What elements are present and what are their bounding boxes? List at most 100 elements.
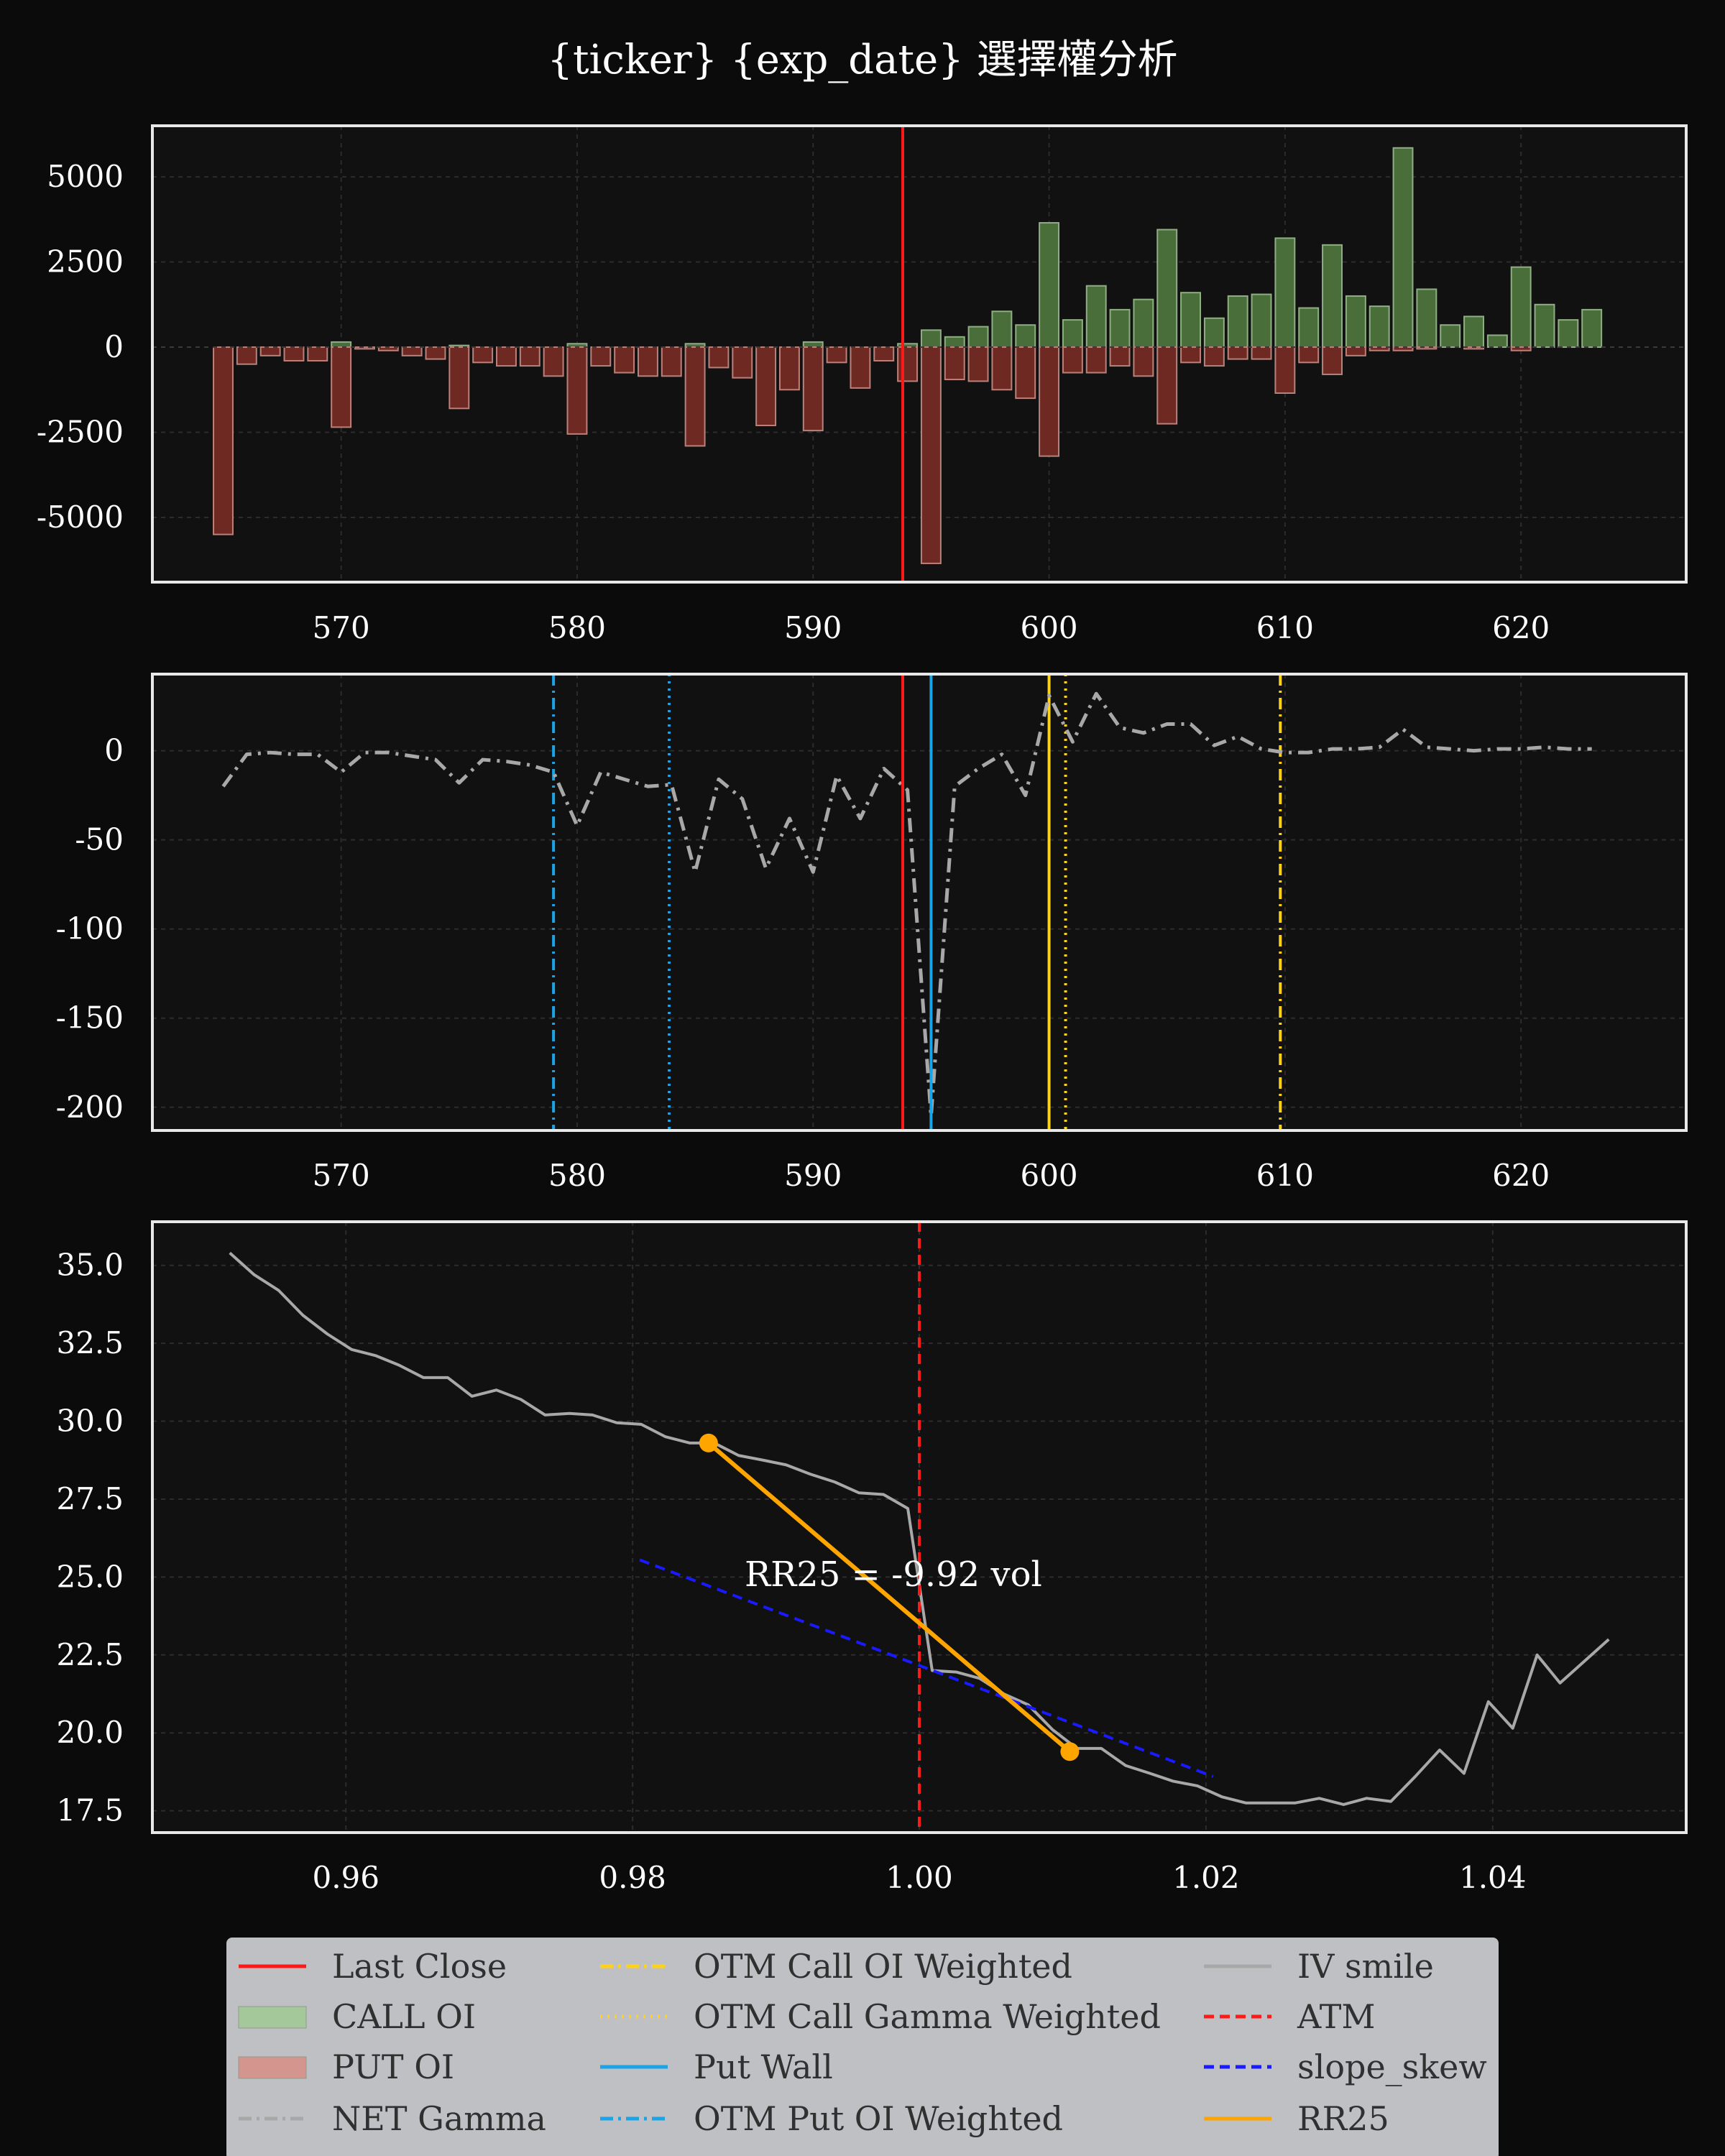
plot-area bbox=[152, 126, 1686, 582]
put-oi-bar bbox=[1251, 346, 1272, 360]
call-oi-bar bbox=[1440, 324, 1461, 349]
call-oi-bar bbox=[991, 310, 1013, 349]
y-tick-label: -150 bbox=[56, 1000, 124, 1036]
put-oi-bar bbox=[472, 346, 494, 364]
put-oi-bar bbox=[967, 346, 989, 382]
legend-swatch bbox=[238, 2006, 307, 2029]
rr25-annotation: RR25 = -9.92 vol bbox=[745, 1554, 1042, 1595]
rr25-line bbox=[707, 1441, 1072, 1754]
legend-label: OTM Put OI Weighted bbox=[694, 2099, 1063, 2138]
call-oi-bar bbox=[1015, 324, 1036, 349]
plot-frame bbox=[151, 673, 1688, 1132]
y-tick-label: 22.5 bbox=[56, 1637, 124, 1672]
put-oi-bar bbox=[543, 346, 564, 377]
slope-skew-line bbox=[639, 1558, 1214, 1778]
y-tick-label: 35.0 bbox=[56, 1248, 124, 1283]
legend-label: CALL OI bbox=[332, 1997, 476, 2036]
x-tick-label: 1.00 bbox=[886, 1860, 953, 1895]
put-oi-bar bbox=[448, 346, 470, 410]
x-tick-label: 610 bbox=[1256, 610, 1314, 645]
y-tick-label: 0 bbox=[104, 329, 124, 364]
x-tick-label: 0.98 bbox=[599, 1860, 666, 1895]
put-oi-bar bbox=[684, 346, 706, 447]
call-oi-bar bbox=[802, 341, 824, 349]
put-oi-bar bbox=[259, 346, 281, 356]
put-oi-bar bbox=[496, 346, 517, 367]
legend-label: Last Close bbox=[332, 1947, 507, 1986]
legend-box bbox=[226, 1938, 1499, 2156]
put-oi-bar bbox=[637, 346, 658, 377]
call-oi-bar bbox=[1062, 319, 1083, 349]
x-tick-label: 600 bbox=[1020, 1158, 1077, 1193]
call-oi-bar bbox=[1227, 295, 1248, 349]
call-oi-bar bbox=[1558, 319, 1579, 349]
legend: Last Close CALL OI PUT OI NET Gamma OTM Call… bbox=[226, 1938, 1499, 2156]
put-oi-bar bbox=[213, 346, 234, 535]
plot-frame bbox=[151, 1220, 1688, 1834]
call-oi-bar bbox=[331, 341, 352, 349]
put-oi-bar bbox=[1274, 346, 1296, 394]
rr25-point bbox=[1060, 1742, 1080, 1761]
x-tick-label: 590 bbox=[784, 1158, 842, 1193]
put-oi-bar bbox=[307, 346, 328, 361]
call-oi-bar bbox=[944, 336, 965, 349]
call-oi-bar bbox=[1345, 295, 1366, 349]
put-oi-bar bbox=[850, 346, 871, 389]
put-oi-bar bbox=[1133, 346, 1154, 377]
call-oi-bar bbox=[1203, 317, 1225, 349]
call-oi-bar bbox=[1368, 305, 1390, 349]
y-tick-label: 17.5 bbox=[56, 1793, 124, 1828]
put-oi-bar bbox=[1039, 346, 1060, 457]
legend-label: IV smile bbox=[1297, 1947, 1434, 1986]
iv-panel: 0.96 0.98 1.00 1.02 1.04 35.0 32.5 30.0 27.5 25.0… bbox=[56, 1220, 1688, 1895]
legend-label: OTM Call OI Weighted bbox=[694, 1947, 1072, 1986]
put-oi-bar bbox=[519, 346, 540, 367]
put-oi-bar bbox=[354, 346, 375, 350]
y-tick-label: 27.5 bbox=[56, 1481, 124, 1516]
call-oi-bar bbox=[1486, 334, 1508, 349]
call-oi-bar bbox=[1039, 222, 1060, 349]
x-tick-label: 580 bbox=[548, 1158, 606, 1193]
legend-label: ATM bbox=[1297, 1997, 1376, 2036]
put-oi-bar bbox=[401, 346, 423, 356]
put-oi-bar bbox=[897, 346, 919, 382]
call-oi-bar bbox=[967, 326, 989, 349]
put-oi-bar bbox=[1109, 346, 1131, 367]
put-oi-bar bbox=[1345, 346, 1366, 356]
put-oi-bar bbox=[1227, 346, 1248, 360]
put-oi-bar bbox=[614, 346, 635, 374]
x-tick-label: 0.96 bbox=[312, 1860, 380, 1895]
oi-panel: 570 580 590 600 610 620 5000 2500 0 -2500 -5000 bbox=[37, 124, 1688, 645]
put-oi-bar bbox=[1180, 346, 1202, 364]
put-oi-bar bbox=[873, 346, 895, 361]
call-oi-bar bbox=[1156, 229, 1178, 349]
legend-label: OTM Call Gamma Weighted bbox=[694, 1997, 1161, 2036]
put-oi-bar bbox=[778, 346, 800, 391]
y-tick-label: 20.0 bbox=[56, 1715, 124, 1750]
call-oi-bar bbox=[1085, 285, 1107, 349]
y-tick-label: 0 bbox=[104, 733, 124, 768]
legend-label: Put Wall bbox=[694, 2047, 833, 2086]
y-tick-label: 32.5 bbox=[56, 1325, 124, 1360]
x-tick-label: 570 bbox=[313, 610, 370, 645]
plot-frame bbox=[151, 124, 1688, 584]
put-oi-bar bbox=[1062, 346, 1083, 374]
put-oi-bar bbox=[331, 346, 352, 428]
put-oi-bar bbox=[236, 346, 257, 365]
call-oi-bar bbox=[920, 329, 942, 349]
call-oi-bar bbox=[1322, 244, 1343, 349]
figure-title: {ticker} {exp_date} 選擇權分析 bbox=[547, 37, 1177, 83]
call-oi-bar bbox=[1109, 308, 1131, 349]
plot-area bbox=[152, 674, 1686, 1130]
call-oi-bar bbox=[1392, 147, 1414, 349]
put-oi-bar bbox=[1085, 346, 1107, 374]
put-oi-bar bbox=[920, 346, 942, 564]
y-tick-label: 2500 bbox=[47, 244, 124, 280]
call-oi-bar bbox=[1534, 303, 1555, 349]
put-oi-bar bbox=[1015, 346, 1036, 400]
put-oi-bar bbox=[590, 346, 612, 367]
put-oi-bar bbox=[283, 346, 305, 361]
put-oi-bar bbox=[755, 346, 777, 427]
put-oi-bar bbox=[802, 346, 824, 432]
put-oi-bar bbox=[1298, 346, 1320, 364]
